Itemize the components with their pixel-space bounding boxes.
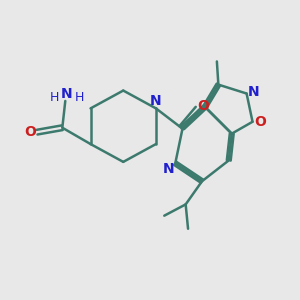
Text: O: O	[254, 115, 266, 129]
Text: N: N	[150, 94, 162, 108]
Text: O: O	[197, 99, 209, 113]
Text: N: N	[163, 162, 175, 176]
Text: H: H	[75, 91, 84, 104]
Text: O: O	[25, 125, 37, 139]
Text: N: N	[248, 85, 260, 99]
Text: N: N	[61, 87, 73, 101]
Text: H: H	[49, 91, 59, 104]
